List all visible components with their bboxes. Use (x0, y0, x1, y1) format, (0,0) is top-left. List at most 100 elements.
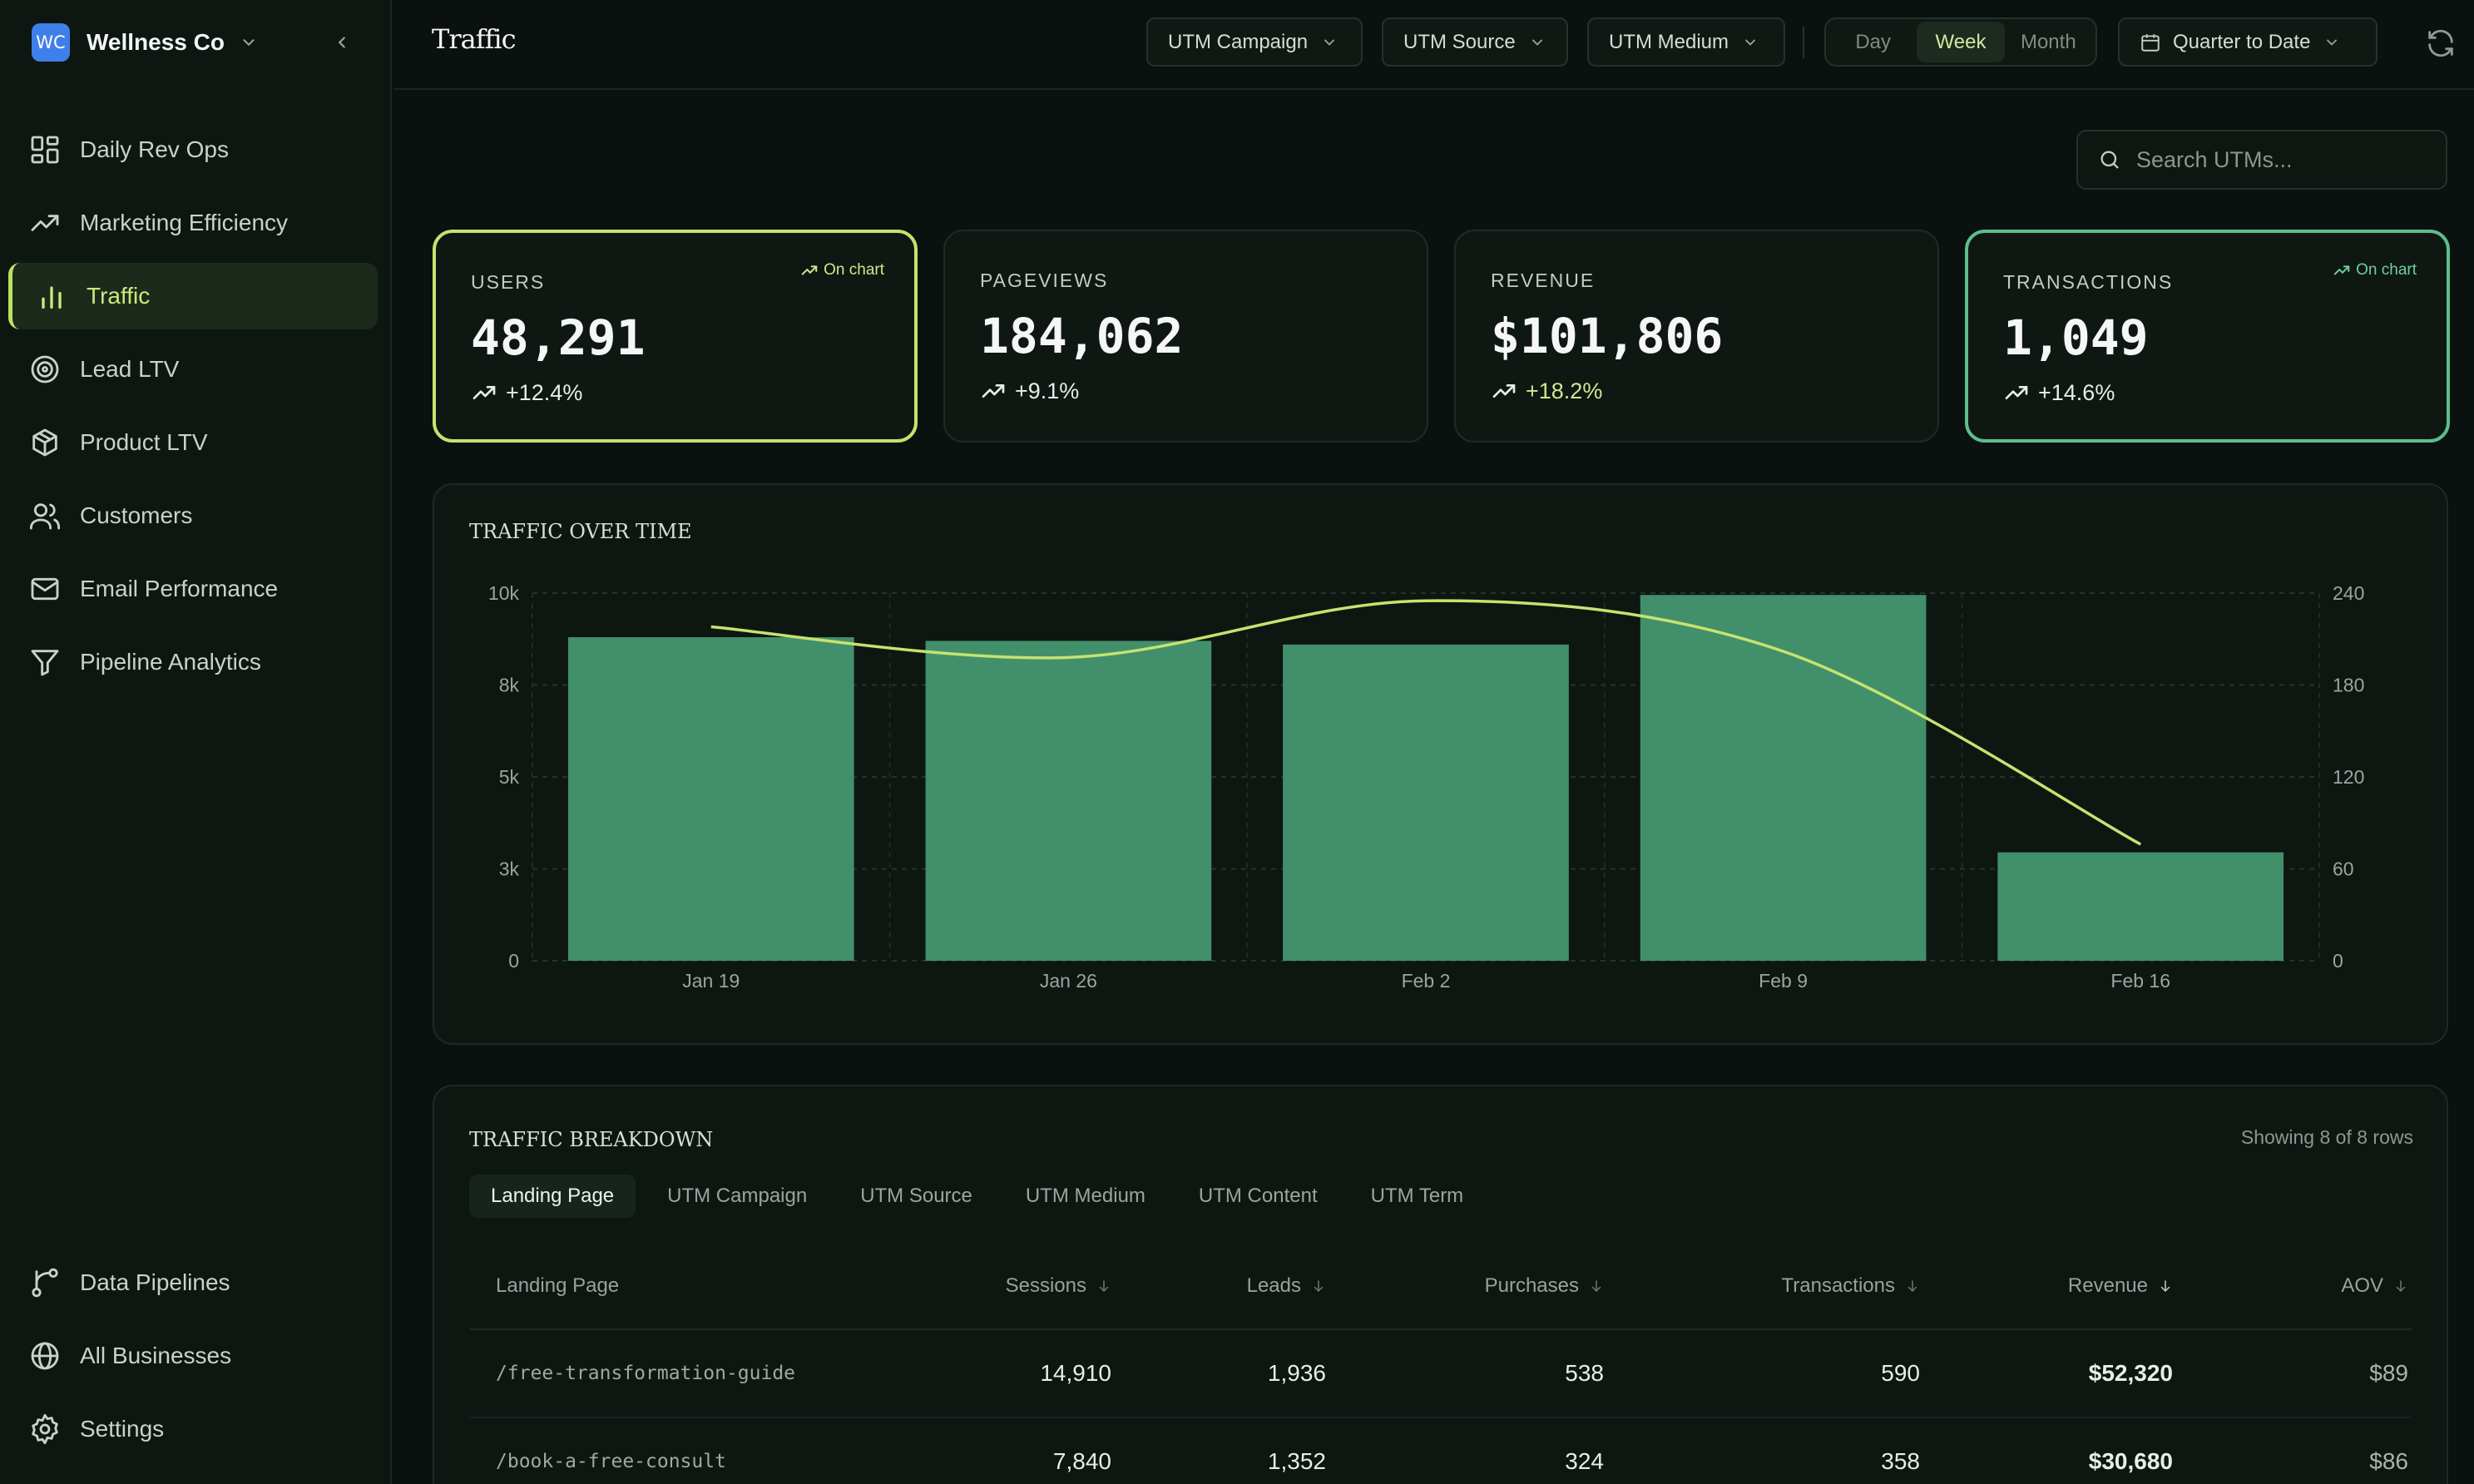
filter-label: UTM Medium (1609, 30, 1729, 53)
sort-arrow-icon (1099, 1280, 1109, 1293)
tab-landing-page[interactable]: Landing Page (469, 1175, 636, 1218)
on-chart-label: On chart (2356, 261, 2417, 279)
column-header-leads[interactable]: Leads (1115, 1243, 1329, 1330)
x-tick-label: Feb 2 (1402, 970, 1451, 992)
nav-item-label: Customers (80, 502, 193, 528)
bar (925, 641, 1212, 961)
row-count: Showing 8 of 8 rows (2240, 1126, 2413, 1148)
metric-value: $101,806 (1491, 308, 1724, 364)
metric-label: USERS (471, 271, 546, 293)
funnel-icon (31, 650, 59, 676)
breakdown-tabs: Landing Page UTM Campaign UTM Source UTM… (469, 1175, 1495, 1218)
y2-tick-label: 0 (2333, 950, 2343, 972)
y2-tick-label: 240 (2333, 582, 2364, 604)
main-nav: Daily Rev Ops Marketing Efficiency Traff… (8, 116, 378, 702)
trend-up-icon (801, 265, 818, 275)
trend-up-icon (982, 384, 1005, 398)
cell-leads: 1,352 (1115, 1417, 1329, 1484)
nav-item-traffic[interactable]: Traffic (8, 263, 378, 329)
filter-label: UTM Campaign (1168, 30, 1309, 53)
workspace-switcher[interactable]: WC Wellness Co (32, 22, 258, 63)
cell-transactions: 590 (1607, 1329, 1923, 1418)
refresh-button[interactable] (2424, 27, 2457, 60)
cell-sessions: 14,910 (819, 1329, 1115, 1418)
refresh-icon (2428, 29, 2453, 57)
metric-card-users[interactable]: USERS On chart 48,291 +12.4% (433, 230, 918, 443)
nav-item-data-pipelines[interactable]: Data Pipelines (8, 1249, 378, 1316)
cell-transactions: 358 (1607, 1417, 1923, 1484)
nav-item-label: Pipeline Analytics (80, 649, 261, 675)
tab-utm-term[interactable]: UTM Term (1370, 1185, 1464, 1207)
granularity-week[interactable]: Week (1917, 22, 2005, 62)
tab-utm-campaign[interactable]: UTM Campaign (667, 1185, 808, 1207)
y-tick-label: 3k (499, 858, 520, 880)
nav-item-label: Product LTV (80, 429, 208, 455)
y-tick-label: 10k (488, 582, 520, 604)
mail-icon (31, 577, 59, 601)
y2-tick-label: 120 (2333, 766, 2364, 788)
column-header-sessions[interactable]: Sessions (819, 1243, 1115, 1330)
sort-arrow-icon (1591, 1280, 1601, 1293)
nav-item-marketing-efficiency[interactable]: Marketing Efficiency (8, 190, 378, 256)
on-chart-label: On chart (824, 261, 884, 279)
metric-delta: +14.6% (2003, 379, 2115, 406)
cell-revenue: $52,320 (1923, 1329, 2176, 1418)
date-range-picker[interactable]: Quarter to Date (2118, 17, 2378, 67)
column-header-transactions[interactable]: Transactions (1607, 1243, 1923, 1330)
nav-item-product-ltv[interactable]: Product LTV (8, 409, 378, 476)
tab-utm-content[interactable]: UTM Content (1198, 1185, 1318, 1207)
nav-item-label: All Businesses (80, 1343, 232, 1368)
collapse-sidebar-button[interactable] (329, 30, 354, 55)
divider (1803, 27, 1804, 58)
traffic-chart-panel: TRAFFIC OVER TIME 10k 240 8k 180 5k 120 3k 60 0 0… (433, 483, 2448, 1045)
secondary-nav: Data Pipelines All Businesses Settings (8, 1249, 378, 1469)
nav-item-customers[interactable]: Customers (8, 482, 378, 549)
table-row[interactable]: /book-a-free-consult 7,840 1,352 324 358… (469, 1417, 2412, 1484)
tab-utm-medium[interactable]: UTM Medium (1025, 1185, 1145, 1207)
cell-landing-page: /book-a-free-consult (469, 1417, 819, 1484)
metric-value: 184,062 (980, 308, 1184, 364)
bar-chart-icon (42, 286, 62, 309)
date-range-label: Quarter to Date (2173, 30, 2311, 53)
breakdown-table: Landing Page Sessions Leads Purchases Tr… (469, 1243, 2412, 1484)
sort-arrow-icon (2396, 1280, 2406, 1293)
metric-card-transactions[interactable]: TRANSACTIONS On chart 1,049 +14.6% (1965, 230, 2450, 443)
nav-item-pipeline-analytics[interactable]: Pipeline Analytics (8, 629, 378, 695)
nav-item-daily-rev-ops[interactable]: Daily Rev Ops (8, 116, 378, 183)
y2-tick-label: 60 (2333, 858, 2354, 880)
search-input[interactable] (2136, 146, 2436, 173)
filter-label: UTM Source (1403, 30, 1516, 53)
metric-delta-value: +9.1% (1015, 378, 1080, 403)
column-header-aov[interactable]: AOV (2176, 1243, 2412, 1330)
metric-card-revenue[interactable]: REVENUE $101,806 +18.2% (1454, 230, 1939, 443)
metric-delta-value: +12.4% (506, 379, 583, 405)
utm-search[interactable] (2076, 130, 2447, 190)
granularity-month[interactable]: Month (2020, 30, 2076, 53)
nav-item-label: Lead LTV (80, 356, 180, 382)
on-chart-badge: On chart (2333, 261, 2417, 279)
sort-arrow-icon (1907, 1280, 1917, 1293)
traffic-chart: 10k 240 8k 180 5k 120 3k 60 0 0 Jan 19 Jan 26 Feb 2 F… (488, 582, 2364, 992)
cell-landing-page: /free-transformation-guide (469, 1329, 819, 1418)
nav-item-settings[interactable]: Settings (8, 1396, 378, 1462)
table-row[interactable]: /free-transformation-guide 14,910 1,936 … (469, 1329, 2412, 1418)
y-tick-label: 8k (499, 675, 520, 696)
nav-item-email-performance[interactable]: Email Performance (8, 556, 378, 622)
column-header-landing-page[interactable]: Landing Page (469, 1243, 819, 1330)
utm-medium-filter[interactable]: UTM Medium (1587, 17, 1785, 67)
column-header-revenue[interactable]: Revenue (1923, 1243, 2176, 1330)
nav-item-lead-ltv[interactable]: Lead LTV (8, 336, 378, 403)
utm-campaign-filter[interactable]: UTM Campaign (1146, 17, 1363, 67)
cell-aov: $86 (2176, 1417, 2412, 1484)
column-header-purchases[interactable]: Purchases (1329, 1243, 1607, 1330)
search-icon (2100, 151, 2119, 169)
top-bar: Traffic UTM Campaign UTM Source UTM Medi… (393, 0, 2474, 90)
metric-card-pageviews[interactable]: PAGEVIEWS 184,062 +9.1% (943, 230, 1428, 443)
metric-label: PAGEVIEWS (980, 270, 1109, 291)
granularity-day[interactable]: Day (1855, 30, 1891, 53)
utm-source-filter[interactable]: UTM Source (1382, 17, 1568, 67)
trend-up-icon (473, 386, 496, 399)
y-tick-label: 5k (499, 766, 520, 788)
nav-item-all-businesses[interactable]: All Businesses (8, 1323, 378, 1389)
tab-utm-source[interactable]: UTM Source (860, 1185, 972, 1207)
